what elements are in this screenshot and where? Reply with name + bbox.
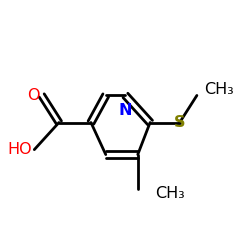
Text: S: S — [174, 115, 186, 130]
Text: O: O — [27, 88, 39, 103]
Text: HO: HO — [7, 142, 32, 157]
Text: N: N — [119, 103, 132, 118]
Text: CH₃: CH₃ — [155, 186, 185, 202]
Text: CH₃: CH₃ — [204, 82, 234, 97]
